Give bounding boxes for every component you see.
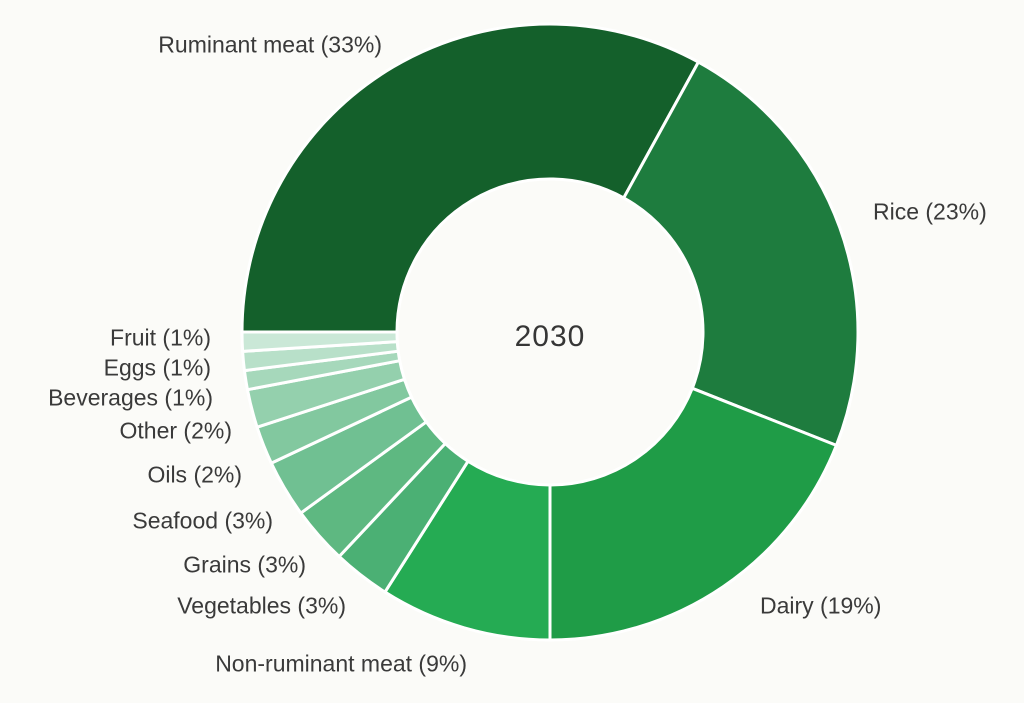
segment-label-eggs: Eggs (1%) <box>103 354 211 381</box>
segment-label-grains: Grains (3%) <box>183 551 306 578</box>
segment-label-oils: Oils (2%) <box>147 461 242 488</box>
segment-label-other: Other (2%) <box>119 417 232 444</box>
donut-center-label: 2030 <box>514 320 586 353</box>
segment-fruit <box>240 330 399 353</box>
segment-rice <box>622 60 860 447</box>
segment-label-beverages: Beverages (1%) <box>48 384 213 411</box>
segment-label-non-ruminant-meat: Non-ruminant meat (9%) <box>215 650 467 677</box>
segment-label-vegetables: Vegetables (3%) <box>177 592 346 619</box>
segment-ruminant-meat <box>240 22 700 334</box>
segment-dairy <box>548 386 838 642</box>
segment-label-fruit: Fruit (1%) <box>110 324 211 351</box>
segment-label-rice: Rice (23%) <box>873 198 987 225</box>
segment-label-ruminant-meat: Ruminant meat (33%) <box>158 31 382 58</box>
segment-label-dairy: Dairy (19%) <box>760 592 882 619</box>
segment-label-seafood: Seafood (3%) <box>132 507 273 534</box>
